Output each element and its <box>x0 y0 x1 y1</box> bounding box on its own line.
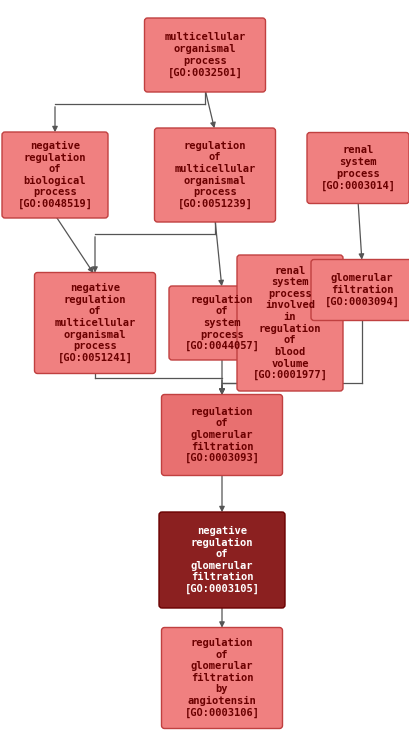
FancyBboxPatch shape <box>144 18 265 92</box>
Text: renal
system
process
involved
in
regulation
of
blood
volume
[GO:0001977]: renal system process involved in regulat… <box>252 265 327 380</box>
Text: regulation
of
glomerular
filtration
[GO:0003093]: regulation of glomerular filtration [GO:… <box>184 406 259 463</box>
FancyBboxPatch shape <box>154 128 275 222</box>
Text: glomerular
filtration
[GO:0003094]: glomerular filtration [GO:0003094] <box>324 273 398 306</box>
Text: regulation
of
multicellular
organismal
process
[GO:0051239]: regulation of multicellular organismal p… <box>174 141 255 209</box>
Text: multicellular
organismal
process
[GO:0032501]: multicellular organismal process [GO:003… <box>164 32 245 77</box>
Text: renal
system
process
[GO:0003014]: renal system process [GO:0003014] <box>320 146 395 190</box>
Text: regulation
of
glomerular
filtration
by
angiotensin
[GO:0003106]: regulation of glomerular filtration by a… <box>184 638 259 718</box>
Text: regulation
of
system
process
[GO:0044057]: regulation of system process [GO:0044057… <box>184 295 259 351</box>
FancyBboxPatch shape <box>159 512 284 608</box>
FancyBboxPatch shape <box>306 132 408 204</box>
Text: negative
regulation
of
glomerular
filtration
[GO:0003105]: negative regulation of glomerular filtra… <box>184 526 259 594</box>
FancyBboxPatch shape <box>161 395 282 476</box>
FancyBboxPatch shape <box>161 628 282 728</box>
Text: negative
regulation
of
multicellular
organismal
process
[GO:0051241]: negative regulation of multicellular org… <box>54 283 135 363</box>
FancyBboxPatch shape <box>310 259 409 320</box>
FancyBboxPatch shape <box>236 255 342 391</box>
Text: negative
regulation
of
biological
process
[GO:0048519]: negative regulation of biological proces… <box>18 141 92 209</box>
FancyBboxPatch shape <box>169 286 274 360</box>
FancyBboxPatch shape <box>2 132 108 218</box>
FancyBboxPatch shape <box>34 273 155 373</box>
